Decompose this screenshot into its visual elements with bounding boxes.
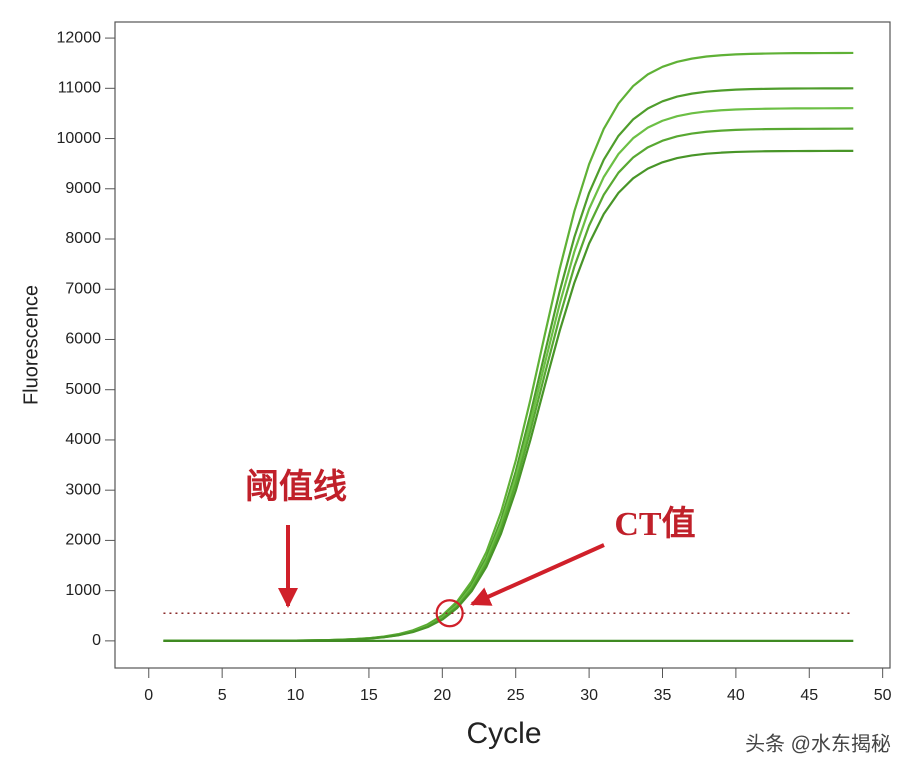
x-tick-label: 10 bbox=[287, 687, 305, 704]
y-tick-label: 2000 bbox=[65, 532, 101, 549]
y-axis-label: Fluorescence bbox=[20, 285, 42, 405]
amplification-curve bbox=[163, 87, 854, 642]
amplification-curve bbox=[163, 127, 854, 642]
y-tick-label: 6000 bbox=[65, 331, 101, 348]
x-tick-label: 5 bbox=[218, 687, 227, 704]
x-tick-label: 45 bbox=[800, 687, 818, 704]
y-tick-label: 5000 bbox=[65, 381, 101, 398]
y-tick-label: 12000 bbox=[57, 29, 102, 46]
y-tick-label: 7000 bbox=[65, 280, 101, 297]
x-tick-label: 20 bbox=[433, 687, 451, 704]
x-tick-label: 25 bbox=[507, 687, 525, 704]
y-tick-label: 3000 bbox=[65, 481, 101, 498]
y-tick-label: 11000 bbox=[58, 80, 101, 97]
y-tick-label: 10000 bbox=[57, 130, 102, 147]
amplification-curve bbox=[163, 107, 854, 642]
x-tick-label: 35 bbox=[654, 687, 672, 704]
annotation: 阈值线 bbox=[245, 468, 347, 506]
x-tick-label: 40 bbox=[727, 687, 745, 704]
x-tick-label: 50 bbox=[874, 687, 892, 704]
y-tick-label: 1000 bbox=[65, 582, 101, 599]
y-tick-label: 4000 bbox=[65, 431, 101, 448]
annotation: CT值 bbox=[614, 505, 695, 543]
x-axis-label: Cycle bbox=[466, 717, 541, 750]
watermark: 头条 @水东揭秘 bbox=[745, 732, 891, 755]
plot-frame bbox=[114, 21, 891, 669]
amplification-curve bbox=[163, 149, 854, 642]
x-tick-label: 30 bbox=[580, 687, 598, 704]
ct-marker bbox=[435, 599, 464, 628]
annotation-arrow bbox=[470, 543, 605, 606]
y-tick-label: 9000 bbox=[65, 180, 101, 197]
amplification-curve bbox=[163, 51, 854, 642]
y-tick-label: 8000 bbox=[65, 230, 101, 247]
y-tick-label: 0 bbox=[92, 632, 101, 649]
x-tick-label: 15 bbox=[360, 687, 378, 704]
x-tick-label: 0 bbox=[144, 687, 153, 704]
